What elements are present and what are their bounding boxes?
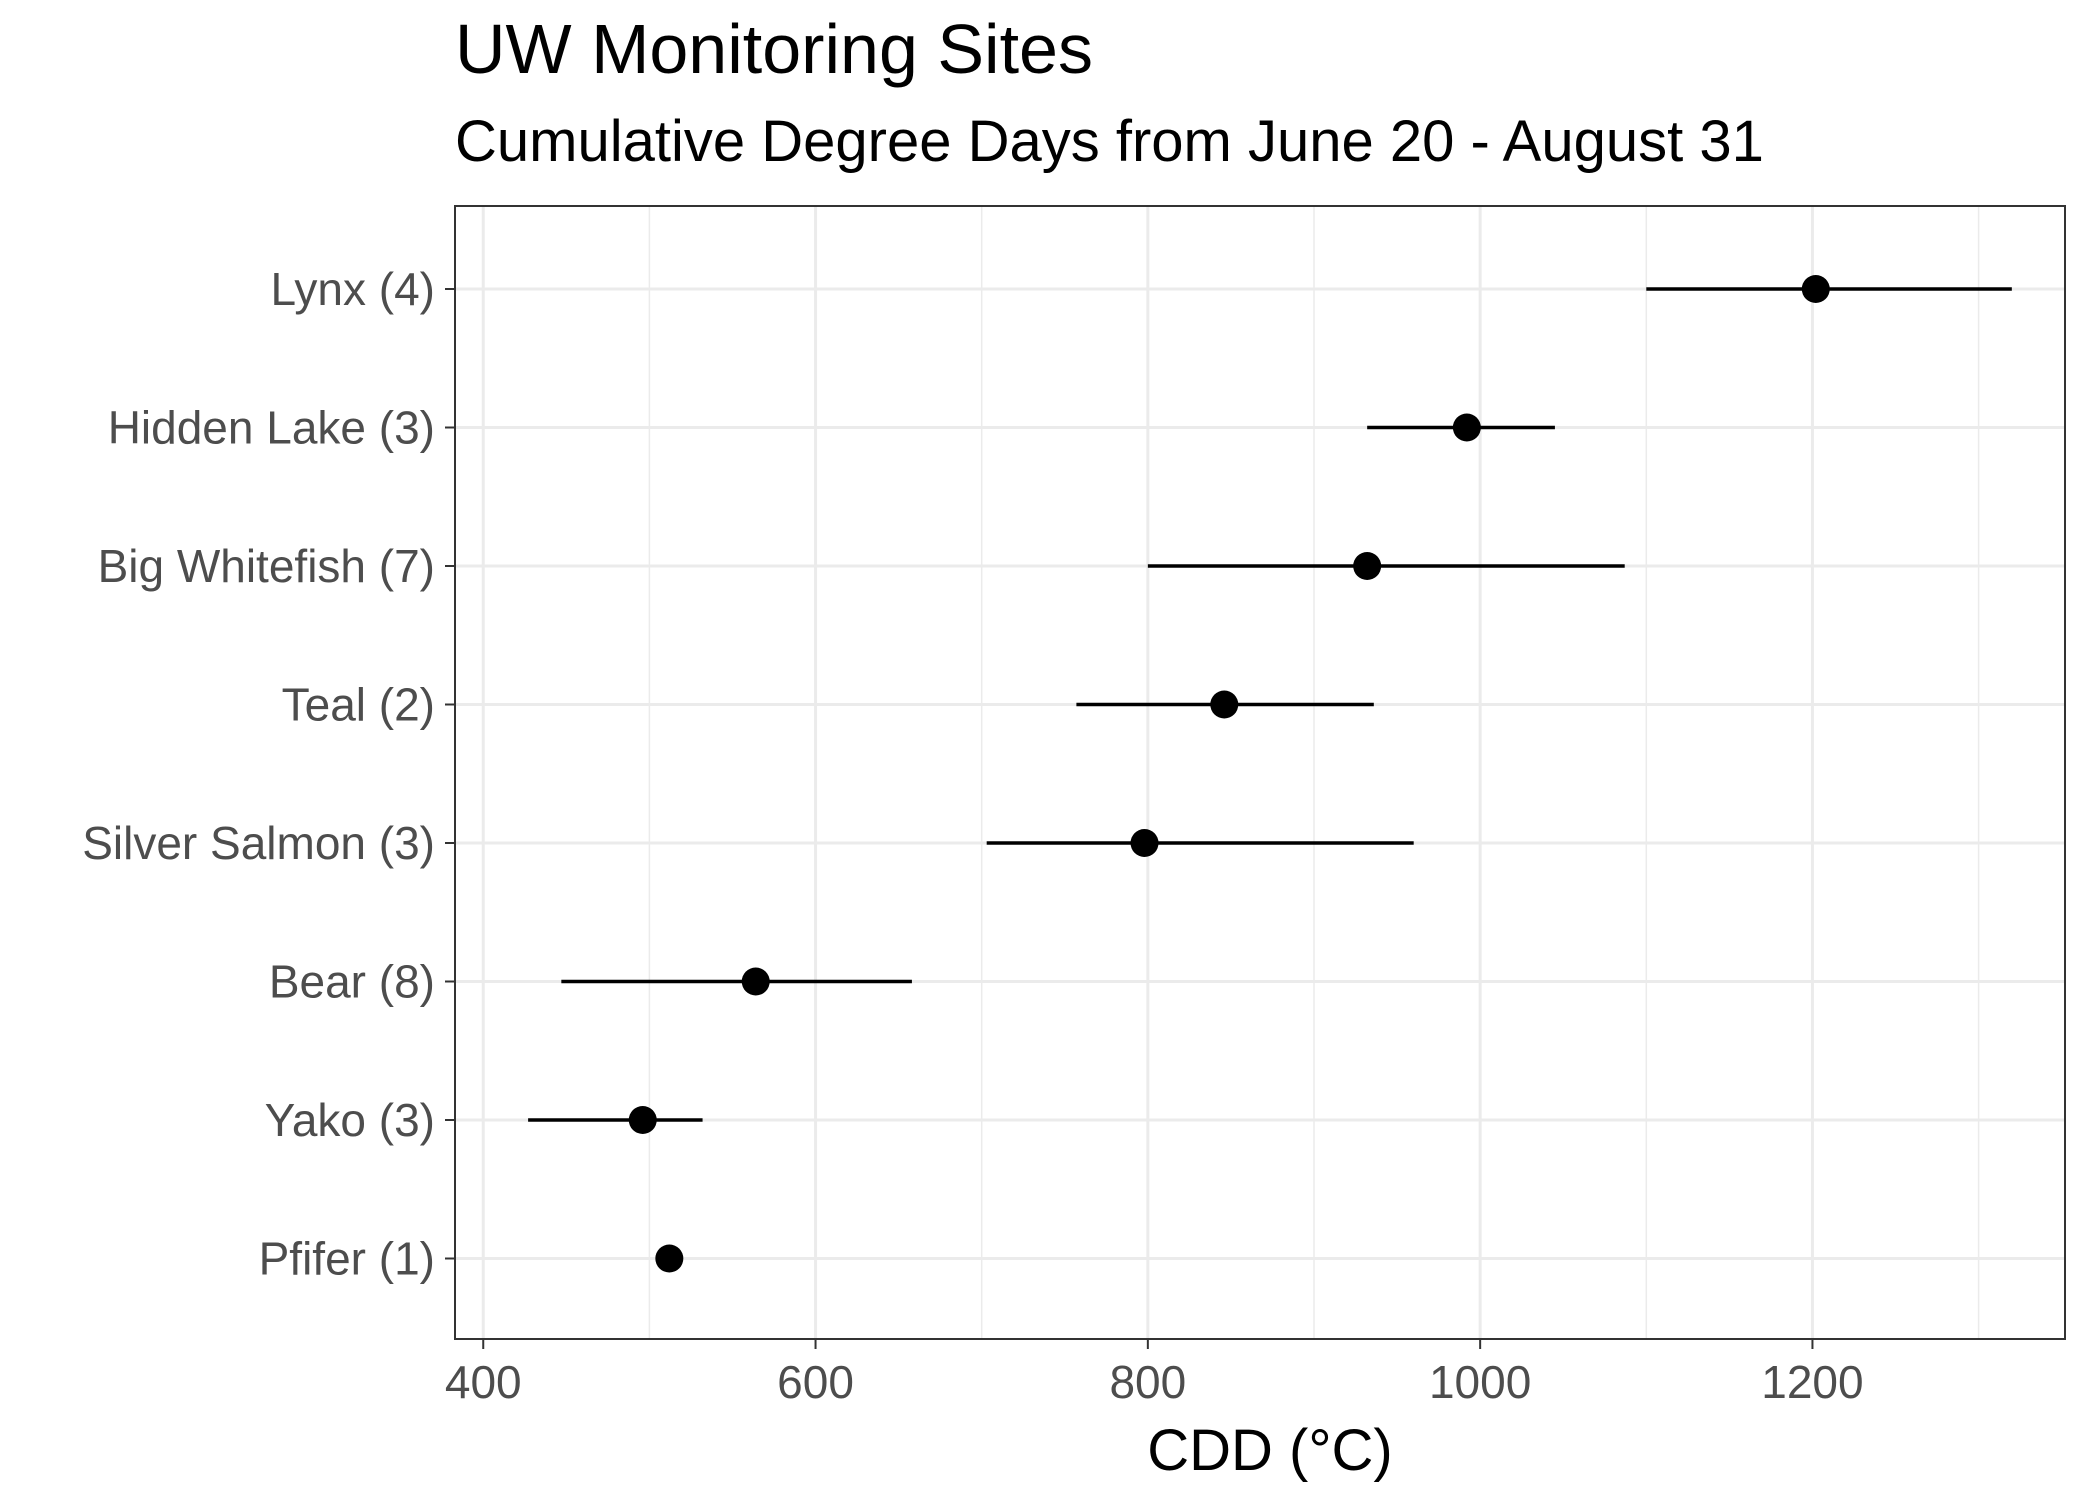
panel-border bbox=[454, 205, 2066, 1340]
y-tick-label: Pfifer (1) bbox=[259, 1233, 435, 1285]
x-tick-label: 1200 bbox=[1761, 1356, 1863, 1408]
chart-title: UW Monitoring Sites bbox=[455, 10, 1093, 88]
data-point bbox=[1210, 690, 1239, 719]
y-tick-label: Bear (8) bbox=[269, 956, 435, 1008]
grid-layer bbox=[455, 206, 2065, 1339]
y-tick-label: Silver Salmon (3) bbox=[82, 817, 435, 869]
x-axis-title: CDD (°C) bbox=[1147, 1418, 1392, 1483]
x-tick-label: 600 bbox=[777, 1356, 854, 1408]
chart-subtitle: Cumulative Degree Days from June 20 - Au… bbox=[455, 109, 1764, 174]
data-point bbox=[1452, 413, 1481, 442]
data-point bbox=[1801, 275, 1830, 303]
data-point bbox=[628, 1106, 657, 1134]
x-tick-label: 400 bbox=[445, 1356, 522, 1408]
axis-layer: 400 600 800 1000 1200 Lynx (4) Hidden Lake (3)… bbox=[82, 263, 1863, 1408]
x-tick-label: 800 bbox=[1109, 1356, 1186, 1408]
data-point bbox=[741, 967, 770, 996]
data-point bbox=[1130, 829, 1159, 857]
x-tick-label: 1000 bbox=[1429, 1356, 1531, 1408]
y-tick-label: Teal (2) bbox=[282, 679, 435, 731]
y-tick-label: Hidden Lake (3) bbox=[108, 402, 435, 454]
y-tick-label: Big Whitefish (7) bbox=[98, 540, 435, 592]
y-tick-label: Yako (3) bbox=[265, 1094, 435, 1146]
y-tick-label: Lynx (4) bbox=[271, 263, 435, 315]
data-point bbox=[1353, 552, 1382, 580]
marks-layer bbox=[528, 275, 2012, 1273]
data-point bbox=[655, 1244, 684, 1273]
